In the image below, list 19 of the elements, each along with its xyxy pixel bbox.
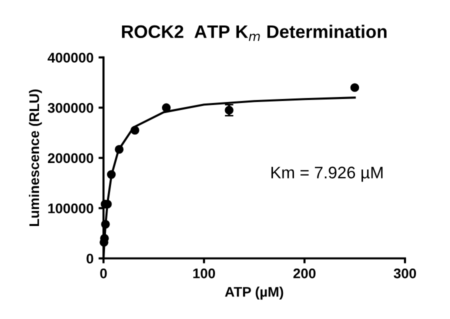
point — [350, 83, 360, 92]
chart-title: ROCK2 ATP K$_{m}$ Determination — [122, 24, 386, 41]
y-axis-title: Luminescence (RLU) — [28, 90, 42, 226]
y-tick-label: 400000 — [48, 52, 94, 63]
y-tick-label: 300000 — [48, 102, 94, 113]
y-tick-label: 200000 — [48, 153, 94, 164]
y-tick-label: 100000 — [48, 203, 94, 214]
x-tick-label: 200 — [293, 268, 316, 278]
annotation: Km = 7.926 µM — [271, 166, 383, 182]
x-tick-label: 300 — [394, 268, 416, 278]
point — [114, 144, 124, 154]
point — [101, 220, 110, 229]
y-tick-label: 0 — [86, 254, 94, 264]
point — [130, 126, 140, 135]
x-axis-title: ATP (µM) — [225, 286, 284, 300]
point — [162, 103, 171, 112]
point — [106, 170, 116, 179]
x-tick-label: 0 — [100, 268, 107, 278]
x-tick-label: 100 — [193, 268, 216, 278]
